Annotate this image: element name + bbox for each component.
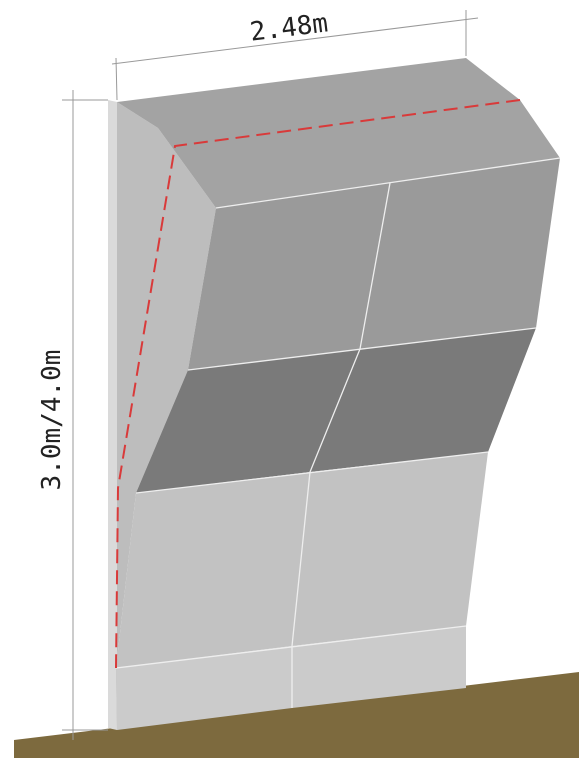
panel-seams bbox=[115, 157, 561, 708]
lower-panel-left bbox=[116, 472, 310, 668]
ground bbox=[14, 672, 579, 758]
base-panel-right bbox=[292, 626, 466, 708]
base-panel-left bbox=[116, 646, 292, 730]
wall-top-face bbox=[117, 58, 560, 208]
width-label: 2.48m bbox=[248, 8, 329, 47]
height-dimension bbox=[62, 90, 108, 740]
mid-panel-left bbox=[136, 349, 360, 493]
wall-left-edge bbox=[108, 100, 117, 730]
height-label: 3.0m/4.0m bbox=[37, 350, 67, 491]
width-dimension bbox=[111, 10, 479, 101]
upper-panel-left bbox=[188, 183, 390, 370]
profile-dash-line bbox=[115, 99, 521, 669]
wall-side-face bbox=[116, 102, 216, 730]
mid-panel-right bbox=[310, 328, 536, 472]
upper-panel-right bbox=[360, 158, 560, 349]
lower-panel-right bbox=[292, 452, 488, 646]
